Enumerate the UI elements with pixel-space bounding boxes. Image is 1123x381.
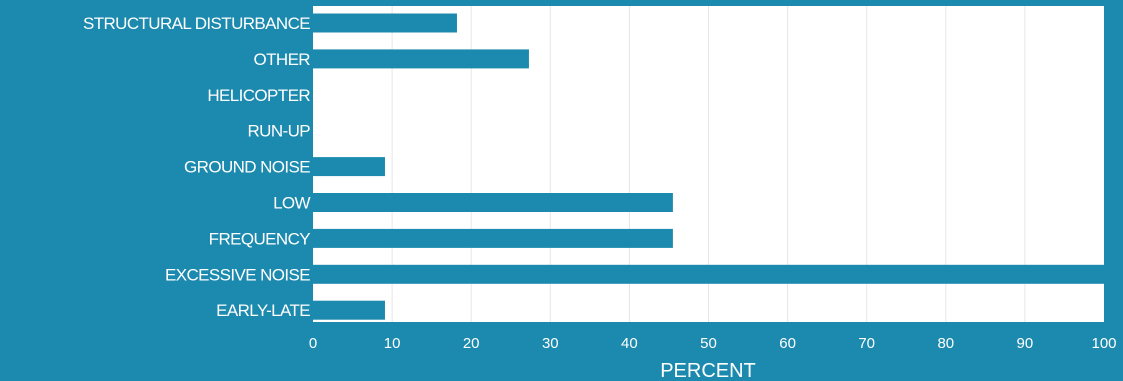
- x-tick-label: 40: [621, 335, 638, 352]
- category-label: OTHER: [253, 50, 310, 69]
- x-tick-label: 30: [542, 335, 559, 352]
- bar: [313, 264, 1104, 284]
- category-label: HELICOPTER: [207, 86, 310, 105]
- x-axis-ticks: 0 10 20 30 40 50 60 70 80 90 100: [309, 335, 1117, 352]
- category-label: RUN-UP: [247, 122, 310, 141]
- x-tick-label: 100: [1091, 335, 1116, 352]
- x-tick-label: 80: [937, 335, 954, 352]
- bar: [313, 49, 529, 69]
- category-label: FREQUENCY: [209, 229, 311, 248]
- category-label: EXCESSIVE NOISE: [165, 265, 310, 284]
- category-label: GROUND NOISE: [184, 158, 310, 177]
- x-axis-title: PERCENT: [660, 360, 756, 381]
- bar: [313, 157, 385, 177]
- x-tick-label: 20: [463, 335, 480, 352]
- bar: [313, 300, 385, 320]
- category-label: STRUCTURAL DISTURBANCE: [83, 14, 310, 33]
- x-tick-label: 60: [779, 335, 796, 352]
- category-label: LOW: [273, 194, 310, 213]
- bar: [313, 193, 673, 212]
- bar: [313, 228, 673, 248]
- x-tick-label: 50: [700, 335, 717, 352]
- x-tick-label: 10: [384, 335, 401, 352]
- x-tick-label: 90: [1017, 335, 1034, 352]
- category-label: EARLY-LATE: [216, 301, 310, 320]
- category-labels: STRUCTURAL DISTURBANCE OTHER HELICOPTER RUN…: [83, 14, 311, 320]
- bars: [313, 13, 1104, 320]
- x-tick-label: 70: [858, 335, 875, 352]
- x-tick-label: 0: [309, 335, 317, 352]
- bar: [313, 13, 457, 33]
